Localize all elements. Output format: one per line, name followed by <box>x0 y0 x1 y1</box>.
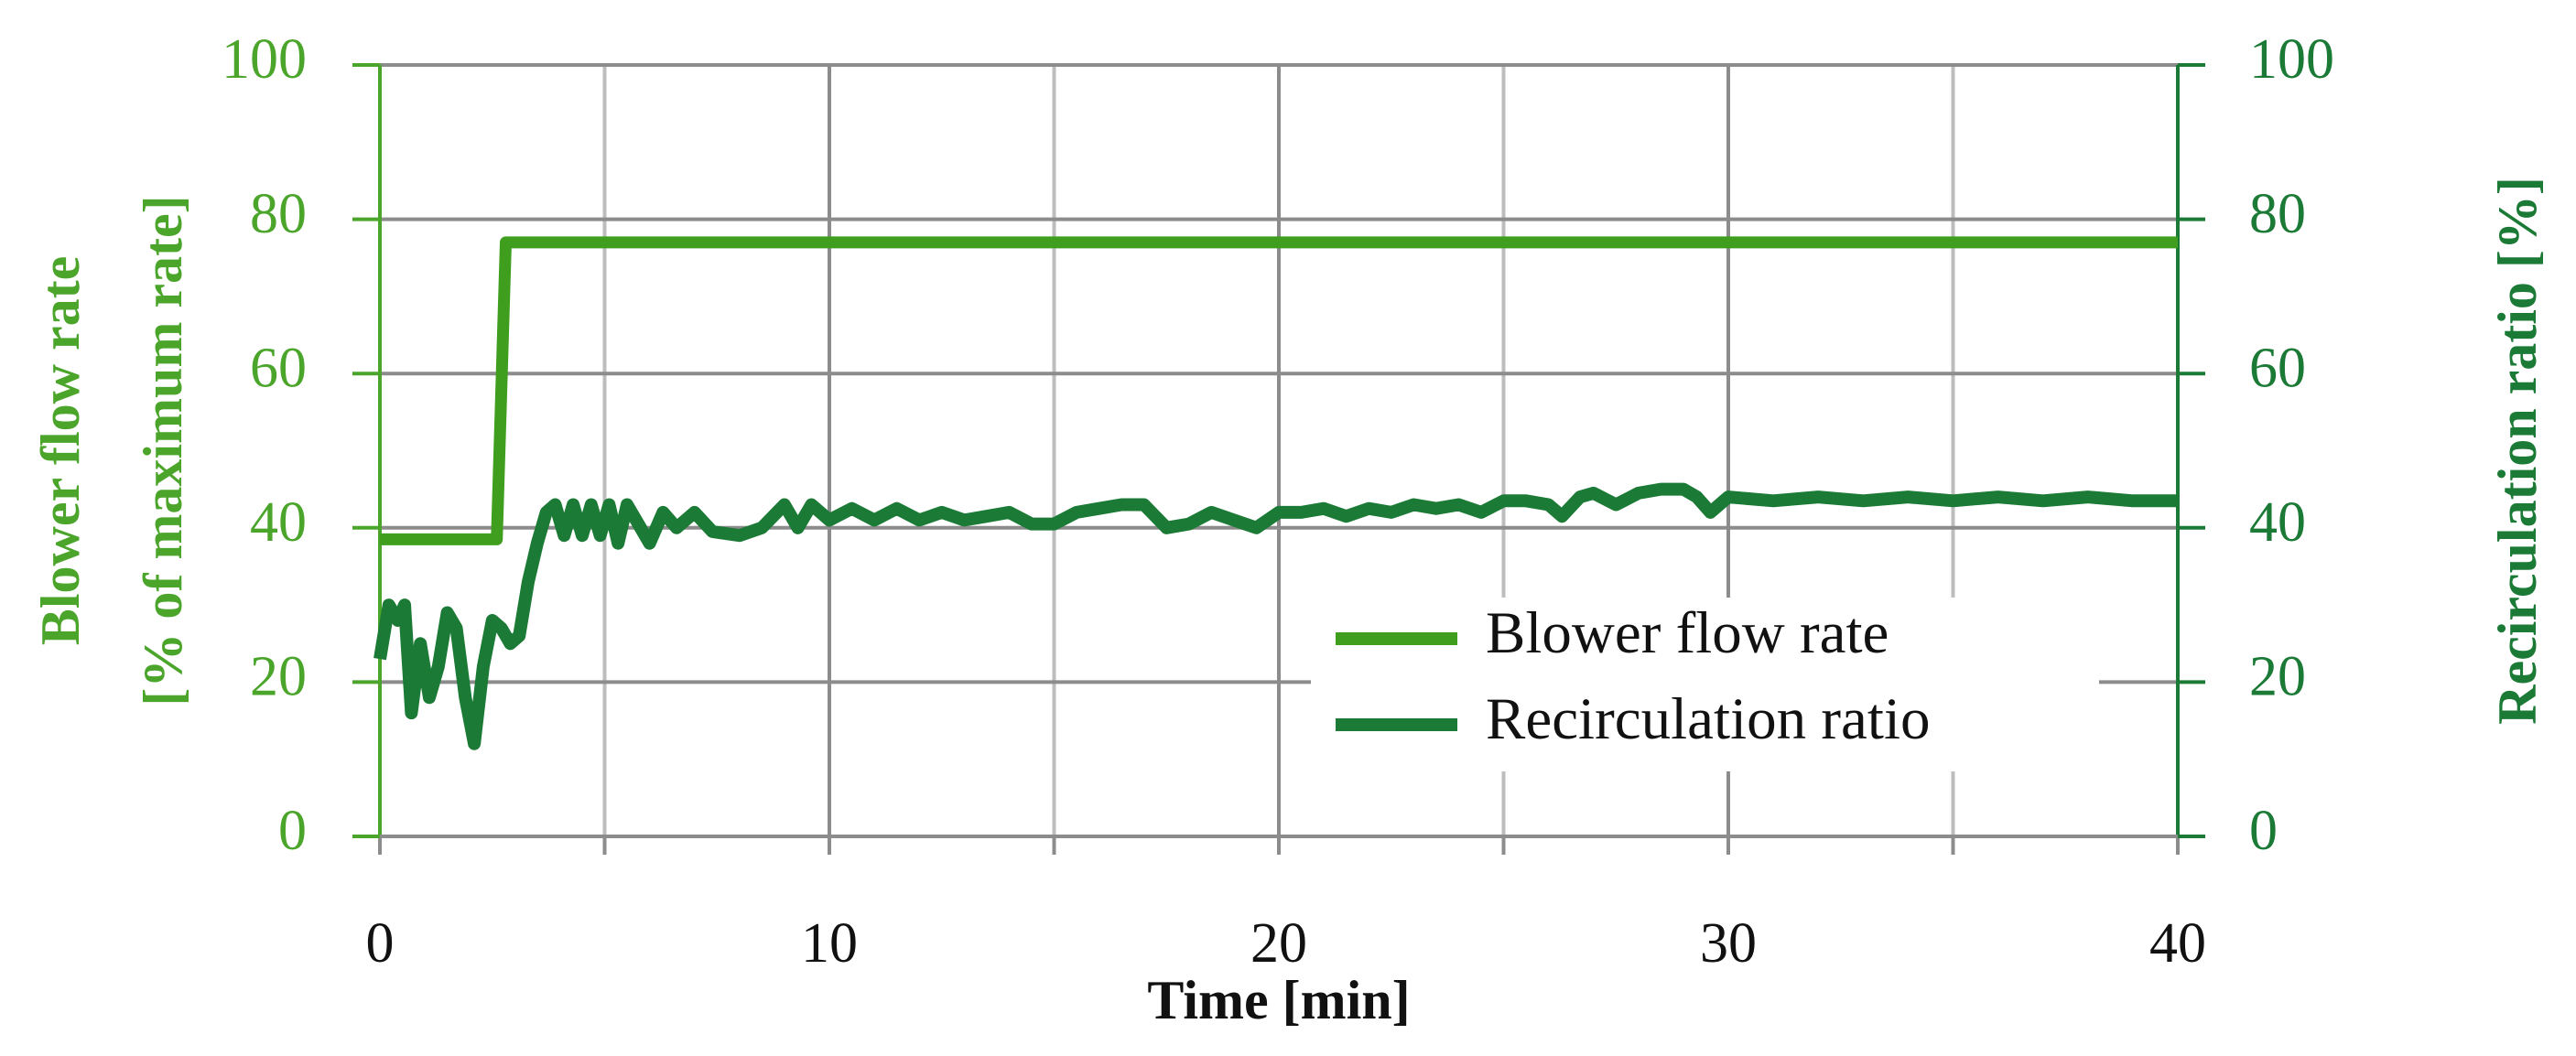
y-axis-title: [% of maximum rate] <box>133 195 193 706</box>
legend-label: Blower flow rate <box>1486 600 1889 666</box>
y2-tick-label: 40 <box>2249 491 2306 554</box>
y2-axis-title: Recirculation ratio [%] <box>2487 177 2548 725</box>
x-tick-label: 40 <box>2149 912 2206 975</box>
legend: Blower flow rate Recirculation ratio <box>1311 598 2099 771</box>
series-line <box>373 482 2178 750</box>
y-tick-label: 60 <box>250 337 307 399</box>
y2-tick-label: 20 <box>2249 646 2306 708</box>
y-axis-title: Blower flow rate <box>30 256 91 645</box>
x-tick-label: 0 <box>366 912 395 975</box>
x-axis-title: Time [min] <box>1147 970 1410 1030</box>
y-tick-label: 0 <box>278 800 307 862</box>
series-line <box>380 236 2178 545</box>
y-tick-label: 20 <box>250 646 307 708</box>
legend-label: Recirculation ratio <box>1486 686 1931 752</box>
x-tick-label: 10 <box>801 912 858 975</box>
y-tick-label: 100 <box>222 28 307 91</box>
y2-tick-label: 100 <box>2249 28 2334 91</box>
x-tick-label: 30 <box>1700 912 1757 975</box>
legend-box <box>1311 598 2099 771</box>
y-tick-label: 80 <box>250 183 307 245</box>
y2-tick-label: 80 <box>2249 183 2306 245</box>
y2-tick-label: 60 <box>2249 337 2306 399</box>
y2-tick-label: 0 <box>2249 800 2278 862</box>
y-tick-label: 40 <box>250 491 307 554</box>
x-tick-label: 20 <box>1250 912 1307 975</box>
